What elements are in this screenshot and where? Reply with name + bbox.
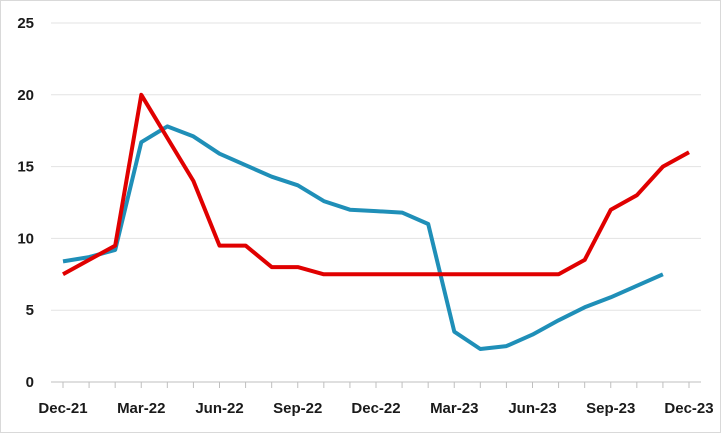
x-axis bbox=[51, 381, 701, 388]
gridlines bbox=[51, 22, 701, 311]
y-tick-label: 15 bbox=[17, 159, 34, 176]
x-tick-label: Dec-21 bbox=[38, 400, 87, 417]
x-tick-label: Jun-22 bbox=[195, 400, 243, 417]
y-tick-label: 10 bbox=[17, 230, 34, 247]
y-tick-label: 0 bbox=[26, 374, 34, 391]
x-tick-labels: Dec-21 Mar-22 Jun-22 Sep-22 Dec-22 Mar-23 Jun-… bbox=[38, 400, 713, 417]
x-tick-label: Sep-23 bbox=[586, 400, 635, 417]
series-line-1 bbox=[62, 124, 664, 351]
y-tick-label: 20 bbox=[17, 87, 34, 104]
x-tick-label: Dec-23 bbox=[664, 400, 713, 417]
x-tick-label: Jun-23 bbox=[508, 400, 556, 417]
x-tick-label: Dec-22 bbox=[351, 400, 400, 417]
x-tick-label: Mar-23 bbox=[430, 400, 478, 417]
x-tick-label: Mar-22 bbox=[117, 400, 165, 417]
y-tick-labels: 0 5 10 15 20 25 bbox=[17, 15, 34, 391]
series-lines bbox=[62, 92, 690, 351]
x-tick-label: Sep-22 bbox=[273, 400, 322, 417]
y-tick-label: 5 bbox=[26, 302, 34, 319]
y-tick-label: 25 bbox=[17, 15, 34, 32]
series-line-2 bbox=[62, 92, 690, 277]
